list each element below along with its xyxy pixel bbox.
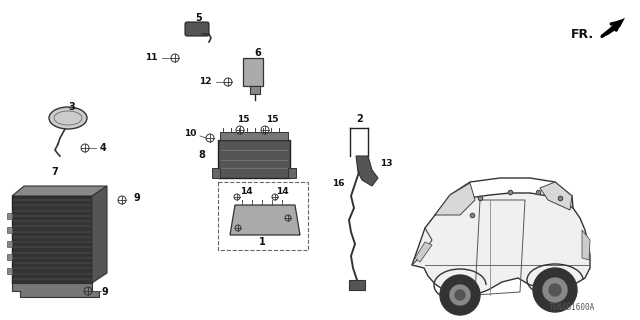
Polygon shape	[540, 182, 572, 210]
Bar	[7, 241, 12, 246]
Ellipse shape	[49, 107, 87, 129]
Text: 9: 9	[134, 193, 141, 203]
Text: 11: 11	[145, 52, 158, 61]
Circle shape	[533, 268, 577, 312]
Circle shape	[440, 275, 480, 315]
Bar	[212, 168, 220, 178]
Circle shape	[450, 285, 470, 305]
Polygon shape	[12, 283, 99, 297]
Text: 9: 9	[101, 287, 108, 297]
Polygon shape	[415, 242, 432, 262]
Bar	[250, 86, 260, 94]
Bar	[243, 58, 263, 86]
Circle shape	[455, 290, 465, 300]
Text: 12: 12	[200, 77, 212, 86]
Polygon shape	[230, 205, 300, 235]
Circle shape	[543, 278, 567, 302]
Text: 4: 4	[100, 143, 107, 153]
Bar	[220, 132, 288, 140]
Polygon shape	[12, 186, 107, 196]
Bar	[7, 227, 12, 233]
Text: 15: 15	[237, 116, 249, 124]
Polygon shape	[92, 186, 107, 283]
Text: 14: 14	[240, 188, 253, 196]
Text: 16: 16	[333, 180, 345, 188]
Polygon shape	[600, 18, 625, 38]
Circle shape	[549, 284, 561, 296]
Bar	[288, 168, 296, 178]
Text: 15: 15	[266, 116, 278, 124]
Text: 13: 13	[380, 158, 392, 167]
Text: 8: 8	[198, 150, 205, 160]
Polygon shape	[582, 230, 590, 260]
FancyBboxPatch shape	[185, 22, 209, 36]
Text: 6: 6	[255, 48, 261, 58]
Text: FR.: FR.	[571, 28, 594, 42]
Text: 10: 10	[184, 129, 196, 138]
Text: 5: 5	[196, 13, 202, 23]
Text: T6N4B1600A: T6N4B1600A	[548, 303, 595, 312]
Polygon shape	[356, 156, 378, 186]
Polygon shape	[435, 183, 475, 215]
Bar	[7, 268, 12, 274]
Text: 7: 7	[52, 167, 58, 177]
Bar	[7, 254, 12, 260]
Text: 3: 3	[68, 102, 76, 112]
Text: 1: 1	[259, 237, 266, 247]
Bar	[218, 140, 290, 178]
Bar	[7, 213, 12, 219]
Text: 14: 14	[276, 188, 289, 196]
Text: 2: 2	[356, 114, 364, 124]
Polygon shape	[12, 196, 92, 283]
Bar	[349, 280, 365, 290]
Polygon shape	[412, 193, 590, 295]
